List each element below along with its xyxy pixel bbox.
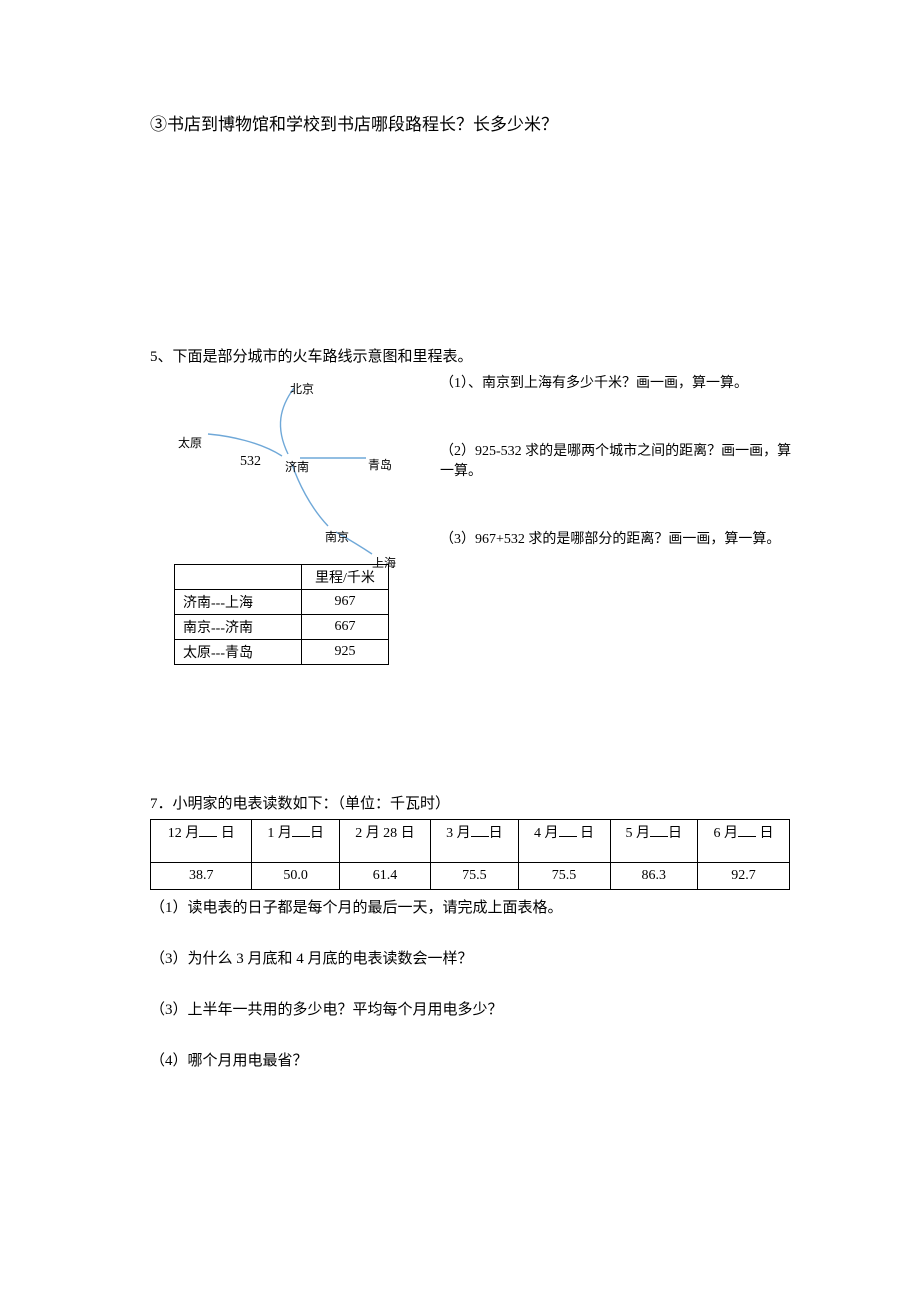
- route-cell: 济南---上海: [175, 590, 302, 615]
- table-row: 里程/千米: [175, 565, 389, 590]
- month-header: 12 月 日: [151, 820, 252, 863]
- month-suffix: 日: [221, 826, 235, 841]
- meter-value: 38.7: [151, 863, 252, 890]
- table-row: 12 月 日 1 月 日 2 月 28 日 3 月 日 4 月 日 5 月 日 6 月…: [151, 820, 790, 863]
- table-row: 济南---上海 967: [175, 590, 389, 615]
- q5-subquestions: （1）、南京到上海有多少千米？画一画，算一算。 （2）925-532 求的是哪两…: [440, 372, 800, 596]
- month-prefix: 4 月: [534, 826, 559, 841]
- month-prefix: 6 月: [713, 826, 738, 841]
- month-header: 1 月 日: [252, 820, 339, 863]
- blank-field[interactable]: [199, 823, 217, 837]
- map-city-label: 南京: [325, 528, 349, 545]
- month-suffix: 日: [580, 826, 594, 841]
- km-cell: 667: [302, 615, 389, 640]
- q5-sub-3: （3）967+532 求的是哪部分的距离？画一画，算一算。: [440, 528, 800, 548]
- q5-distance-table: 里程/千米 济南---上海 967 南京---济南 667 太原---青岛 92…: [174, 564, 389, 665]
- route-cell: 太原---青岛: [175, 640, 302, 665]
- q7-subquestions: （1）读电表的日子都是每个月的最后一天，请完成上面表格。 （3）为什么 3 月底…: [150, 896, 800, 1070]
- month-prefix: 3 月: [446, 826, 471, 841]
- blank-field[interactable]: [471, 823, 489, 837]
- table-header-blank: [175, 565, 302, 590]
- month-prefix: 12 月: [168, 826, 200, 841]
- q5-block: 北京太原济南青岛南京上海 532 里程/千米 济南---上海 967 南京---…: [150, 372, 800, 672]
- q7-header: 7．小明家的电表读数如下：（单位：千瓦时）: [150, 792, 800, 813]
- month-header: 5 月 日: [610, 820, 697, 863]
- meter-value: 61.4: [339, 863, 430, 890]
- q7-meter-table: 12 月 日 1 月 日 2 月 28 日 3 月 日 4 月 日 5 月 日 6 月…: [150, 819, 790, 890]
- month-header: 4 月 日: [518, 820, 610, 863]
- map-city-label: 北京: [290, 380, 314, 397]
- map-city-label: 太原: [178, 434, 202, 451]
- map-distance-label: 532: [240, 454, 261, 470]
- month-suffix: 日: [668, 826, 682, 841]
- month-suffix: 日: [310, 826, 324, 841]
- meter-value: 92.7: [697, 863, 789, 890]
- question-3: ③书店到博物馆和学校到书店哪段路程长？长多少米？: [150, 110, 800, 135]
- month-header: 2 月 28 日: [339, 820, 430, 863]
- map-city-label: 济南: [285, 458, 309, 475]
- q5-sub-2: （2）925-532 求的是哪两个城市之间的距离？画一画，算一算。: [440, 440, 800, 480]
- month-header: 6 月 日: [697, 820, 789, 863]
- blank-field[interactable]: [738, 823, 756, 837]
- month-suffix: 日: [759, 826, 773, 841]
- table-row: 38.7 50.0 61.4 75.5 75.5 86.3 92.7: [151, 863, 790, 890]
- meter-value: 75.5: [431, 863, 518, 890]
- month-prefix: 1 月: [267, 826, 292, 841]
- meter-value: 50.0: [252, 863, 339, 890]
- q7-sub-3: （3）上半年一共用的多少电？平均每个月用电多少？: [150, 998, 800, 1019]
- km-cell: 925: [302, 640, 389, 665]
- q3-text: ③书店到博物馆和学校到书店哪段路程长？长多少米？: [150, 115, 558, 134]
- meter-value: 86.3: [610, 863, 697, 890]
- blank-field[interactable]: [650, 823, 668, 837]
- q7-sub-2: （3）为什么 3 月底和 4 月底的电表读数会一样？: [150, 947, 800, 968]
- q5-sub-1: （1）、南京到上海有多少千米？画一画，算一算。: [440, 372, 800, 392]
- blank-field[interactable]: [292, 823, 310, 837]
- month-suffix: 日: [489, 826, 503, 841]
- map-edge: [208, 434, 282, 456]
- route-cell: 南京---济南: [175, 615, 302, 640]
- table-row: 太原---青岛 925: [175, 640, 389, 665]
- q7-sub-1: （1）读电表的日子都是每个月的最后一天，请完成上面表格。: [150, 896, 800, 917]
- table-row: 南京---济南 667: [175, 615, 389, 640]
- q5-header: 5、下面是部分城市的火车路线示意图和里程表。: [150, 345, 800, 366]
- km-cell: 967: [302, 590, 389, 615]
- map-city-label: 青岛: [368, 456, 392, 473]
- meter-value: 75.5: [518, 863, 610, 890]
- table-header-dist: 里程/千米: [302, 565, 389, 590]
- month-prefix: 5 月: [625, 826, 650, 841]
- blank-field[interactable]: [559, 823, 577, 837]
- page: ③书店到博物馆和学校到书店哪段路程长？长多少米？ 5、下面是部分城市的火车路线示…: [0, 0, 920, 1302]
- q7-sub-4: （4）哪个月用电最省？: [150, 1049, 800, 1070]
- map-edge: [280, 388, 294, 454]
- month-header: 3 月 日: [431, 820, 518, 863]
